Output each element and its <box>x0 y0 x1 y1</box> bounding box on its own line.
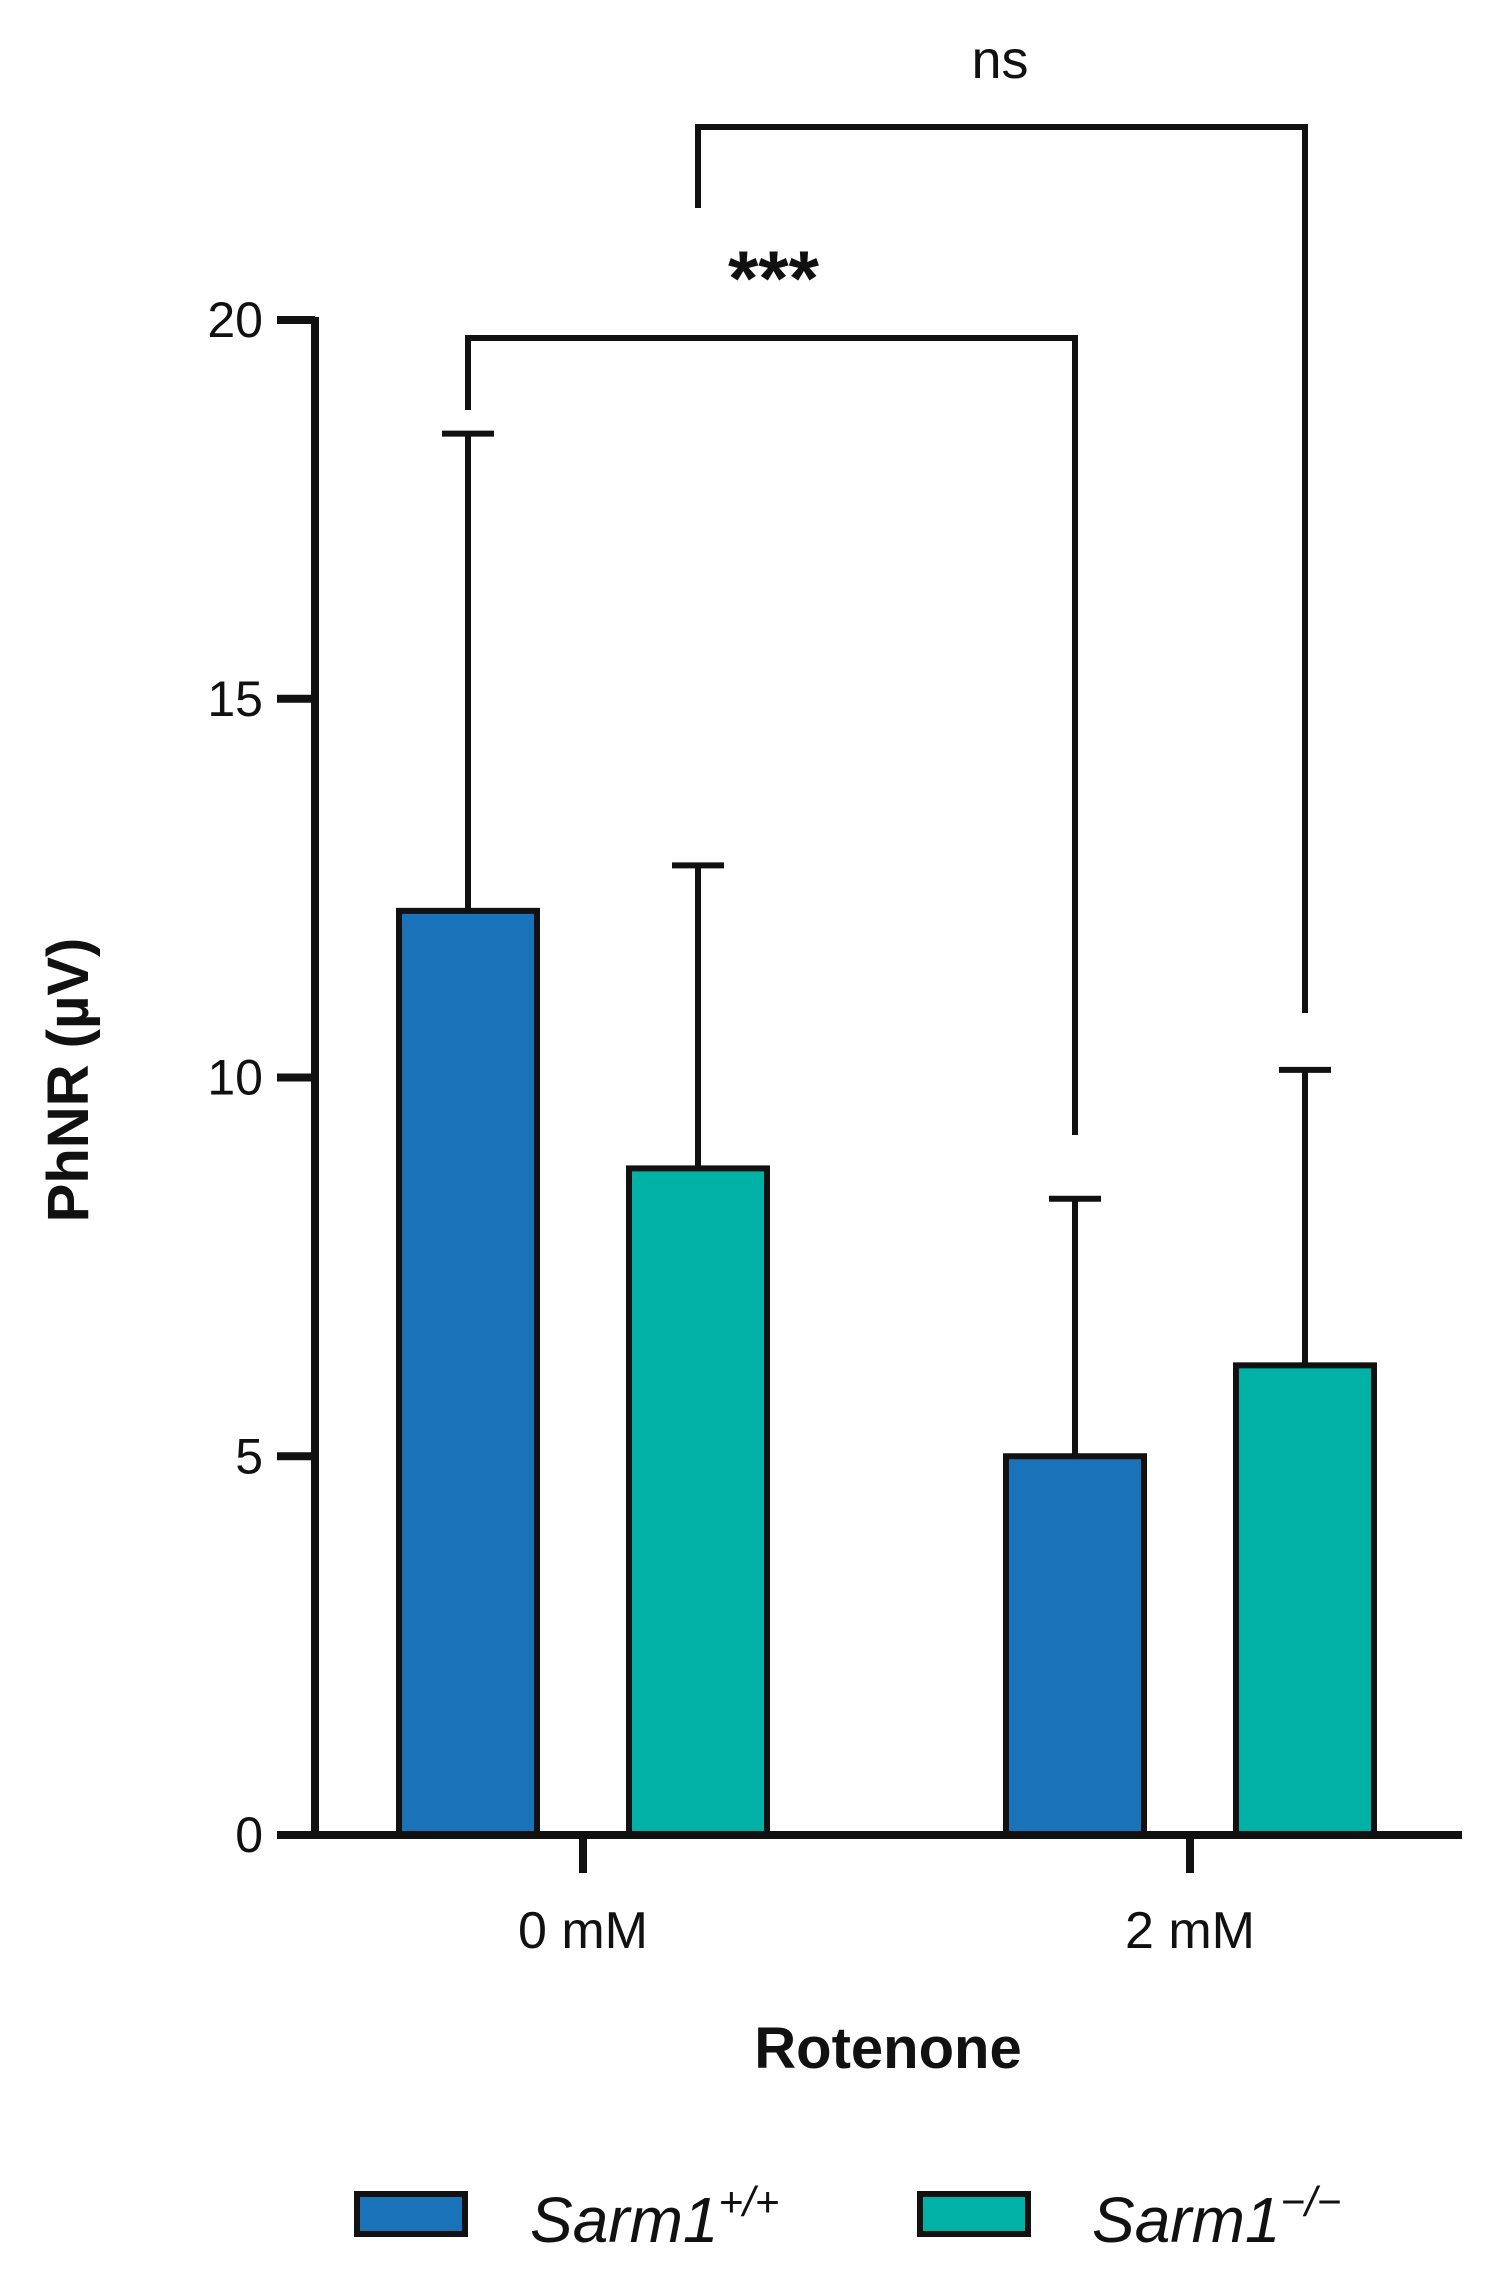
legend-series-name: Sarm1 <box>530 2184 719 2256</box>
legend-superscript: +/+ <box>719 2178 780 2225</box>
y-tick-label: 20 <box>207 292 263 348</box>
bar-wt-1 <box>1003 1453 1147 1838</box>
bar-ko-0 <box>626 1165 770 1838</box>
y-tick-label: 10 <box>207 1050 263 1106</box>
legend-swatch-0 <box>354 2191 468 2237</box>
y-axis-title: PhNR (µV) <box>36 938 101 1223</box>
x-tick-label: 2 mM <box>1125 1902 1255 1960</box>
x-axis-title: Rotenone <box>754 2016 1021 2081</box>
significance-label-wt: *** <box>728 234 820 322</box>
bar-ko-1 <box>1233 1362 1377 1838</box>
legend-label-0: Sarm1+/+ <box>530 2178 779 2256</box>
legend-series-name: Sarm1 <box>1092 2184 1281 2256</box>
bar-wt-0 <box>396 907 540 1838</box>
significance-bracket-wt <box>465 335 1078 1135</box>
significance-bracket-ko <box>695 124 1308 1013</box>
y-tick-label: 0 <box>235 1807 263 1863</box>
legend-swatch-1 <box>917 2191 1031 2237</box>
y-tick-label: 5 <box>235 1428 263 1484</box>
significance-label-ko: ns <box>971 30 1028 90</box>
y-tick-label: 15 <box>207 671 263 727</box>
legend-label-1: Sarm1−/− <box>1092 2178 1341 2256</box>
legend-superscript: −/− <box>1281 2178 1342 2225</box>
x-tick-label: 0 mM <box>518 1902 648 1960</box>
